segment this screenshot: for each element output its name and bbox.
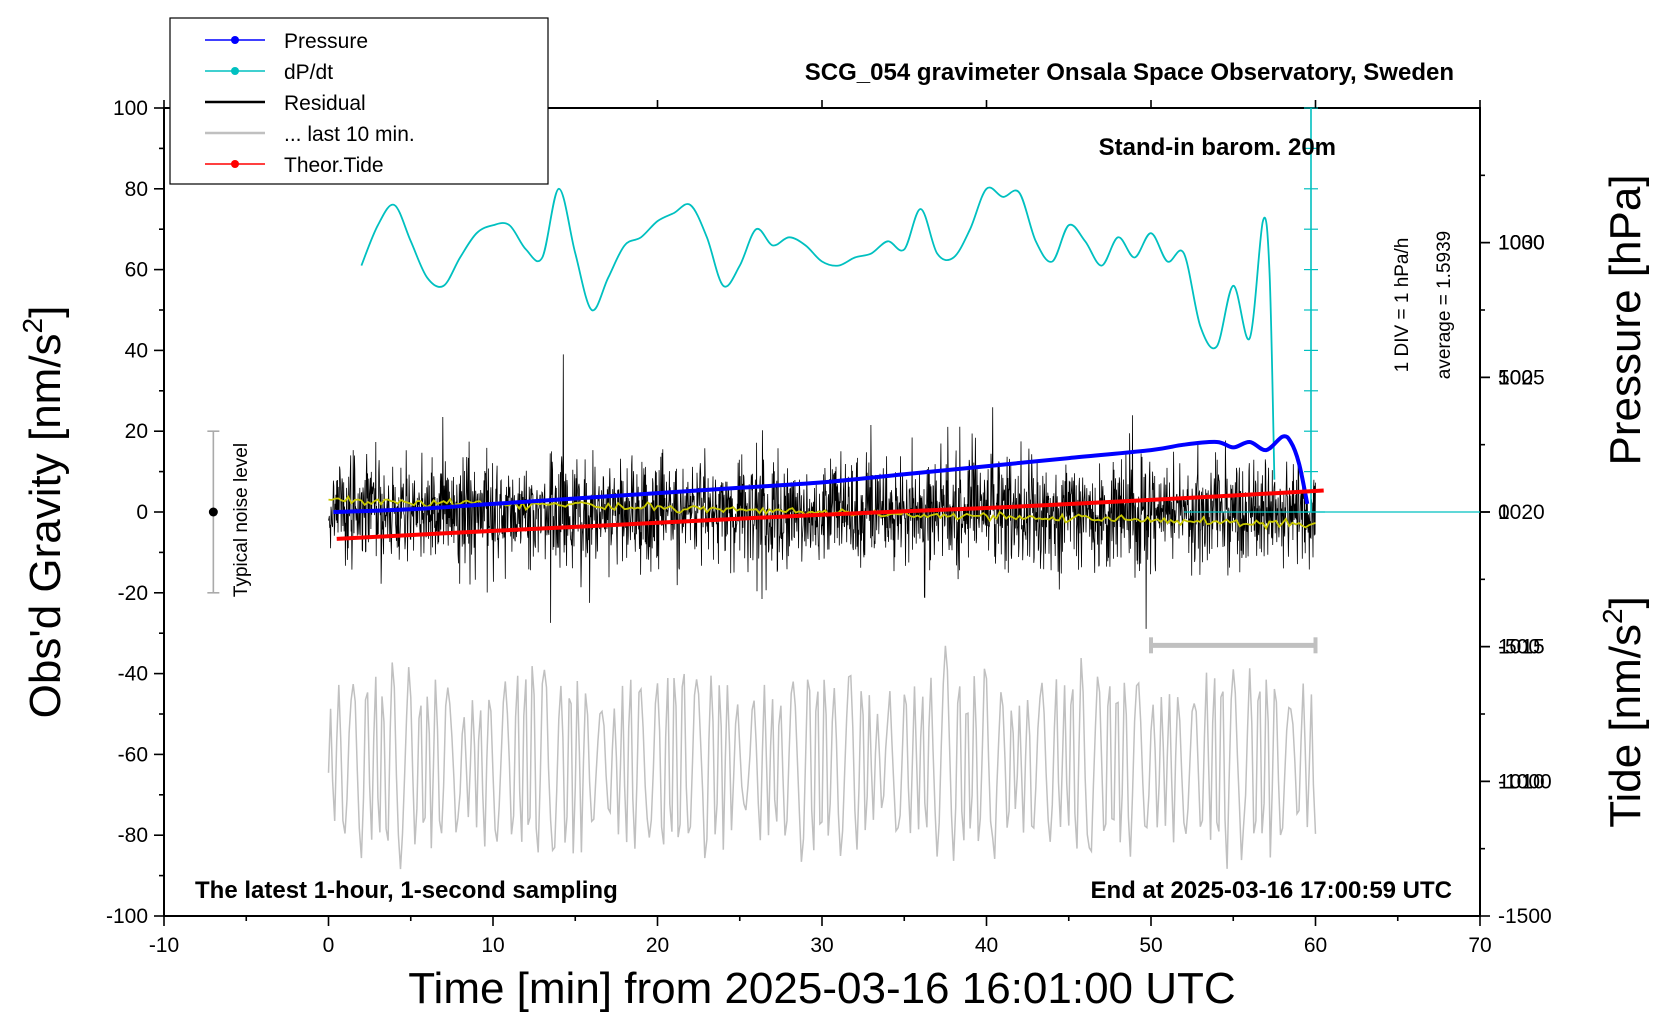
series-layer <box>207 107 1480 870</box>
dpdt-line <box>360 186 1276 480</box>
x-tick-label: 0 <box>323 934 335 957</box>
last10-trace <box>327 645 1317 870</box>
noise-level-dot <box>208 507 218 517</box>
x-tick-label: 10 <box>481 934 504 957</box>
y-tick-label: 40 <box>125 339 148 362</box>
y-tick-label: -100 <box>106 905 148 928</box>
legend-marker-pressure <box>231 36 239 44</box>
dpdt-scale-label: 1 DIV = 1 hPa/h <box>1392 238 1413 373</box>
x-tick-label: 60 <box>1304 934 1327 957</box>
y-tick-label: 60 <box>125 259 148 282</box>
y-axis-title-pressure: Pressure [hPa] <box>1601 174 1650 465</box>
tide-tick-label: 1000 <box>1498 232 1545 255</box>
legend-item-last10: ... last 10 min. <box>205 123 415 146</box>
legend-marker-dpdt <box>231 67 239 75</box>
tide-tick-label: 500 <box>1498 366 1533 389</box>
legend-item-pressure: Pressure <box>205 30 368 53</box>
pressure-tick-label: 1030 <box>1498 232 1545 255</box>
legend: Pressure dP/dt Residual ... last 10 min.… <box>169 17 549 185</box>
y-tick-label: 100 <box>113 97 148 120</box>
tide-line <box>336 488 1324 541</box>
pressure-tick-label: 1015 <box>1498 636 1545 659</box>
y-tick-label: -80 <box>118 824 148 847</box>
sampling-note: The latest 1-hour, 1-second sampling <box>195 877 618 904</box>
legend-item-residual: Residual <box>205 92 366 115</box>
legend-label-last10: ... last 10 min. <box>284 123 415 146</box>
x-axis-title: Time [min] from 2025-03-16 16:01:00 UTC <box>408 964 1235 1013</box>
tide-tick-label: -500 <box>1498 636 1540 659</box>
legend-label-residual: Residual <box>284 92 366 115</box>
legend-label-pressure: Pressure <box>284 30 368 53</box>
legend-label-dpdt: dP/dt <box>284 61 333 84</box>
y-tick-label: -40 <box>118 663 148 686</box>
legend-marker-tide <box>231 160 239 168</box>
y-tick-label: 0 <box>136 501 148 524</box>
chart-title: SCG_054 gravimeter Onsala Space Observat… <box>805 59 1454 86</box>
pressure-line <box>333 434 1310 514</box>
legend-item-dpdt: dP/dt <box>205 61 333 84</box>
x-tick-label: 30 <box>810 934 833 957</box>
axes-layer: -10 0 10 20 30 40 50 60 70100806040200-20-40-60-… <box>106 97 1552 957</box>
legend-item-tide: Theor.Tide <box>205 154 384 177</box>
x-tick-label: -10 <box>149 934 179 957</box>
y-axis-title-tide: Tide [nm/s2] <box>1597 596 1650 828</box>
barometer-note: Stand-in barom. 20m <box>1099 134 1336 161</box>
pressure-tick-label: 1020 <box>1498 501 1545 524</box>
y-tick-label: 80 <box>125 178 148 201</box>
x-tick-label: 70 <box>1468 934 1491 957</box>
y-tick-label: 20 <box>125 420 148 443</box>
residual-trace <box>328 354 1316 629</box>
noise-level-label: Typical noise level <box>231 443 252 597</box>
tide-tick-label: -1500 <box>1498 905 1552 928</box>
x-tick-label: 20 <box>646 934 669 957</box>
end-time-note: End at 2025-03-16 17:00:59 UTC <box>1091 877 1453 904</box>
pressure-tick-label: 1025 <box>1498 366 1545 389</box>
y-tick-label: -60 <box>118 743 148 766</box>
x-tick-label: 50 <box>1139 934 1162 957</box>
y-axis-title-left: Obs'd Gravity [nm/s2] <box>17 306 70 719</box>
legend-label-tide: Theor.Tide <box>284 154 384 177</box>
tide-tick-label: 0 <box>1498 501 1510 524</box>
x-tick-label: 40 <box>975 934 998 957</box>
dpdt-average-label: average = 1.5939 <box>1434 231 1455 379</box>
y-tick-label: -20 <box>118 582 148 605</box>
pressure-tick-label: 1010 <box>1498 770 1545 793</box>
tide-tick-label: -1000 <box>1498 770 1552 793</box>
